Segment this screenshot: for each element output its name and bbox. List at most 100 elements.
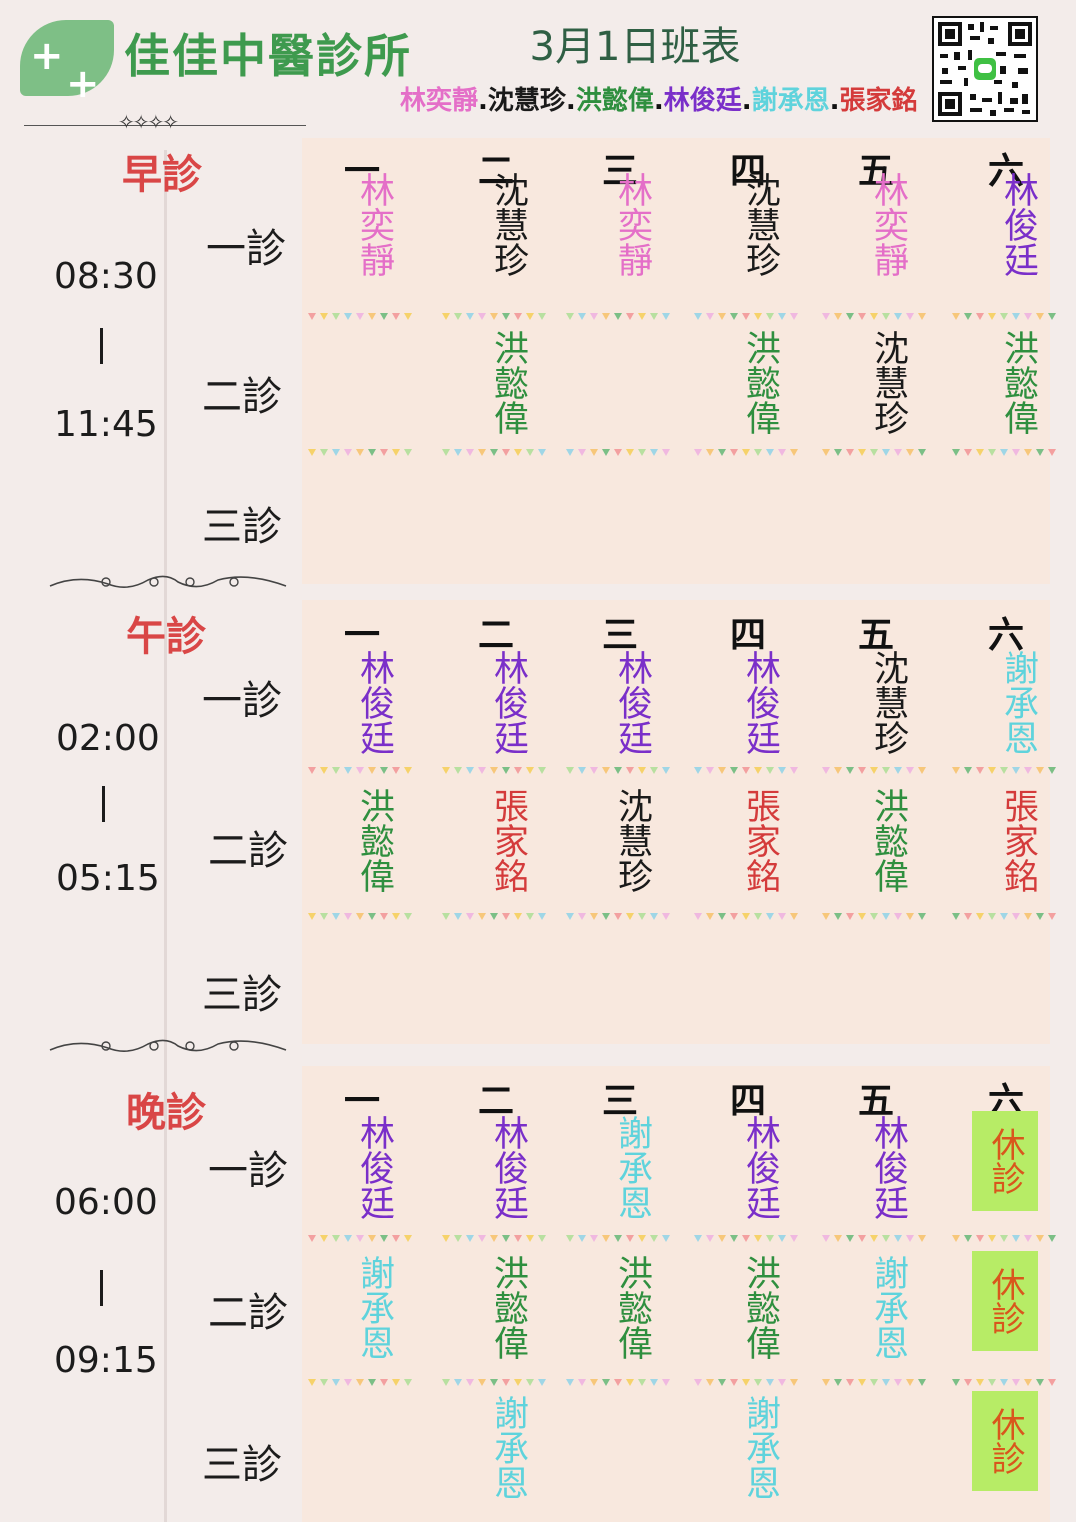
session-title: 早診 [122,152,202,198]
session-title: 午診 [126,614,206,660]
day-header: 六 [987,151,1024,192]
room-label: 三診 [202,1442,282,1488]
doctor-assignment: 洪懿偉 [740,330,780,435]
clinic-logo-icon: + + [20,20,114,104]
day-header: 三 [601,615,638,656]
header-divider [24,125,306,126]
session-title: 晚診 [126,1090,206,1136]
qr-code-icon[interactable] [932,16,1038,122]
room-label: 二診 [202,374,282,420]
legend-doctor-name: 林奕靜 [400,86,479,116]
doctor-assignment: 謝承恩 [740,1395,780,1500]
day-header: 四 [729,1081,766,1122]
doctor-assignment: 謝承恩 [998,650,1038,755]
doctor-assignment: 沈慧珍 [488,172,528,277]
day-header: 三 [601,1081,638,1122]
day-header: 一 [343,615,380,656]
time-range-separator [102,786,105,822]
time-range-separator [100,328,103,364]
doctor-assignment: 林俊廷 [740,1115,780,1220]
room-label: 一診 [206,226,286,272]
doctor-assignment: 沈慧珍 [740,172,780,277]
doctor-assignment: 張家銘 [740,788,780,893]
room-label: 一診 [202,678,282,724]
legend-separator: . [741,86,752,116]
day-header: 五 [857,615,894,656]
day-header: 一 [343,1081,380,1122]
doctor-assignment: 林俊廷 [612,650,652,755]
session-start-time: 02:00 [56,718,160,759]
day-header: 五 [857,151,894,192]
legend-separator: . [478,86,488,116]
session-start-time: 06:00 [54,1182,158,1223]
doctor-assignment: 洪懿偉 [612,1255,652,1360]
session-panel [302,600,1050,1044]
session-panel [302,1066,1050,1522]
room-label: 二診 [208,1290,288,1336]
timeline-line [164,150,167,1522]
legend-doctor-name: 洪懿偉 [575,86,654,116]
room-label: 一診 [208,1148,288,1194]
session-start-time: 08:30 [54,256,158,297]
doctor-assignment: 林俊廷 [740,650,780,755]
doctor-assignment: 林奕靜 [612,172,652,277]
closed-badge: 休診 [972,1111,1038,1211]
doctor-assignment: 林俊廷 [488,1115,528,1220]
doctor-assignment: 洪懿偉 [488,1255,528,1360]
legend-doctor-name: 沈慧珍 [487,86,566,116]
doctor-assignment: 林俊廷 [868,1115,908,1220]
doctor-assignment: 林奕靜 [868,172,908,277]
day-header: 四 [729,151,766,192]
legend-separator: . [653,86,664,116]
session-end-time: 09:15 [54,1340,158,1381]
legend-doctor-name: 謝承恩 [751,86,830,116]
stars-icon: ✧✧✧✧ [118,110,179,134]
qr-code-graphic [938,22,1032,116]
doctor-assignment: 林俊廷 [354,650,394,755]
doctor-assignment: 謝承恩 [488,1395,528,1500]
room-label: 三診 [202,504,282,550]
doctor-assignment: 謝承恩 [612,1115,652,1220]
clinic-name: 佳佳中醫診所 [124,29,412,83]
day-header: 四 [729,615,766,656]
legend-separator: . [829,86,840,116]
closed-badge: 休診 [972,1391,1038,1491]
day-header: 五 [857,1081,894,1122]
day-header: 二 [477,1081,514,1122]
closed-badge: 休診 [972,1251,1038,1351]
time-range-separator [100,1270,103,1306]
day-header: 二 [477,615,514,656]
doctor-assignment: 洪懿偉 [488,330,528,435]
session-end-time: 05:15 [56,858,160,899]
legend-doctor-name: 張家銘 [839,86,918,116]
doctor-assignment: 張家銘 [998,788,1038,893]
session-panel [302,138,1050,584]
doctor-assignment: 林俊廷 [998,172,1038,277]
doctor-legend: 林奕靜.沈慧珍.洪懿偉.林俊廷.謝承恩.張家銘 [400,80,918,117]
doctor-assignment: 洪懿偉 [868,788,908,893]
doctor-assignment: 沈慧珍 [868,330,908,435]
doctor-assignment: 林俊廷 [354,1115,394,1220]
day-header: 一 [343,151,380,192]
doctor-assignment: 沈慧珍 [612,788,652,893]
day-header: 二 [477,151,514,192]
doctor-assignment: 林俊廷 [488,650,528,755]
room-label: 三診 [202,972,282,1018]
doctor-assignment: 張家銘 [488,788,528,893]
page-title: 3月1日班表 [529,24,741,70]
doctor-assignment: 洪懿偉 [354,788,394,893]
legend-separator: . [565,86,576,116]
doctor-assignment: 洪懿偉 [740,1255,780,1360]
day-header: 六 [987,615,1024,656]
legend-doctor-name: 林俊廷 [663,86,742,116]
doctor-assignment: 洪懿偉 [998,330,1038,435]
wavy-divider-icon [49,575,287,588]
doctor-assignment: 謝承恩 [868,1255,908,1360]
wavy-divider-icon [49,1039,287,1052]
room-label: 二診 [208,828,288,874]
doctor-assignment: 林奕靜 [354,172,394,277]
day-header: 三 [601,151,638,192]
doctor-assignment: 沈慧珍 [868,650,908,755]
session-end-time: 11:45 [54,404,158,445]
doctor-assignment: 謝承恩 [354,1255,394,1360]
